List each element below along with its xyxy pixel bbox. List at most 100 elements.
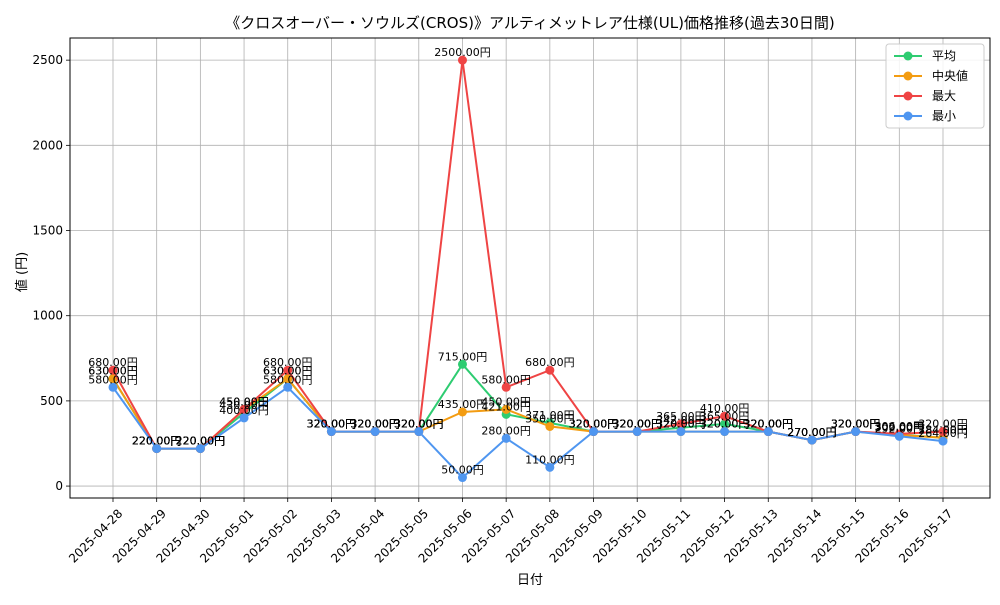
series-3 — [108, 382, 948, 483]
data-label: 365.00円 — [656, 410, 706, 423]
data-label: 320.00円 — [569, 418, 619, 431]
y-tick-label: 1500 — [32, 224, 63, 238]
data-label: 292.00円 — [875, 422, 925, 435]
data-label: 320.00円 — [612, 418, 662, 431]
data-point — [326, 427, 336, 437]
data-label: 580.00円 — [263, 373, 313, 386]
data-label: 270.00円 — [787, 426, 837, 439]
data-label: 320.00円 — [700, 418, 750, 431]
data-label: 320.00円 — [612, 418, 662, 431]
data-label: 320.00円 — [831, 418, 881, 431]
data-label: 320.00円 — [307, 418, 357, 431]
legend-marker — [903, 111, 913, 121]
data-label: 320.00円 — [394, 418, 444, 431]
data-label: 630.00円 — [88, 365, 138, 378]
data-label: 320.00円 — [350, 418, 400, 431]
data-label: 220.00円 — [176, 435, 226, 448]
data-label: 580.00円 — [481, 373, 531, 386]
y-tick-label: 500 — [40, 394, 63, 408]
data-point — [938, 427, 948, 437]
data-label: 450.00円 — [219, 395, 269, 408]
data-point — [763, 427, 773, 437]
data-label: 320.00円 — [350, 418, 400, 431]
legend-label: 平均 — [932, 49, 956, 63]
data-label: 320.00円 — [569, 418, 619, 431]
data-label: 220.00円 — [176, 435, 226, 448]
data-label: 220.00円 — [176, 435, 226, 448]
data-point — [501, 404, 511, 414]
y-tick-label: 2000 — [32, 138, 63, 152]
chart-title: 《クロスオーバー・ソウルズ(CROS)》アルティメットレア仕様(UL)価格推移(… — [225, 14, 835, 32]
data-label: 410.00円 — [700, 402, 750, 415]
legend-item: 平均 — [894, 49, 956, 63]
legend-marker — [903, 71, 913, 81]
data-point — [720, 427, 730, 437]
data-label: 220.00円 — [176, 435, 226, 448]
data-label: 320.00円 — [744, 418, 794, 431]
data-label: 450.00円 — [481, 395, 531, 408]
data-point — [545, 462, 555, 472]
data-label: 435.00円 — [438, 398, 488, 411]
data-point — [239, 413, 249, 423]
data-point — [108, 365, 118, 375]
data-label: 280.00円 — [481, 424, 531, 437]
data-point — [676, 419, 686, 429]
data-label: 220.00円 — [132, 435, 182, 448]
data-label: 365.00円 — [700, 410, 750, 423]
data-point — [720, 419, 730, 429]
series-2 — [108, 55, 948, 454]
data-label: 630.00円 — [88, 365, 138, 378]
data-label: 630.00円 — [263, 365, 313, 378]
data-point — [545, 365, 555, 375]
data-label: 320.00円 — [831, 418, 881, 431]
data-point — [370, 427, 380, 437]
data-label: 2500.00円 — [434, 46, 491, 59]
data-point — [807, 435, 817, 445]
data-label: 342.00円 — [656, 414, 706, 427]
data-point — [414, 427, 424, 437]
data-label: 320.00円 — [307, 418, 357, 431]
legend-marker — [903, 91, 913, 101]
legend-label: 最大 — [932, 89, 956, 103]
data-point — [195, 444, 205, 454]
data-label: 450.00円 — [219, 395, 269, 408]
data-label: 320.00円 — [394, 418, 444, 431]
data-label: 320.00円 — [307, 418, 357, 431]
data-label: 580.00円 — [88, 373, 138, 386]
data-point — [108, 382, 118, 392]
data-label: 270.00円 — [787, 426, 837, 439]
data-label: 430.00円 — [219, 399, 269, 412]
data-point — [457, 473, 467, 483]
data-label: 320.00円 — [569, 418, 619, 431]
data-label: 320.00円 — [831, 418, 881, 431]
legend-label: 中央値 — [932, 68, 968, 83]
data-point — [152, 444, 162, 454]
data-label: 220.00円 — [132, 435, 182, 448]
data-label: 350.00円 — [525, 412, 575, 425]
data-label: 320.00円 — [744, 418, 794, 431]
legend-item: 中央値 — [894, 68, 968, 83]
data-point — [283, 382, 293, 392]
legend-box — [885, 43, 985, 129]
data-label: 320.00円 — [831, 418, 881, 431]
data-label: 680.00円 — [525, 356, 575, 369]
data-point — [457, 407, 467, 417]
data-label: 320.00円 — [612, 418, 662, 431]
data-point — [894, 431, 904, 441]
data-label: 320.00円 — [918, 418, 968, 431]
data-point — [501, 382, 511, 392]
data-label: 630.00円 — [263, 365, 313, 378]
data-point — [239, 404, 249, 414]
data-label: 320.00円 — [744, 418, 794, 431]
data-label: 320.00円 — [350, 418, 400, 431]
data-point — [720, 411, 730, 421]
data-label: 306.00円 — [875, 420, 925, 433]
series-line — [112, 59, 944, 450]
data-label: 284.00円 — [918, 424, 968, 437]
data-label: 320.00円 — [569, 418, 619, 431]
data-point — [283, 374, 293, 384]
data-point — [938, 436, 948, 446]
